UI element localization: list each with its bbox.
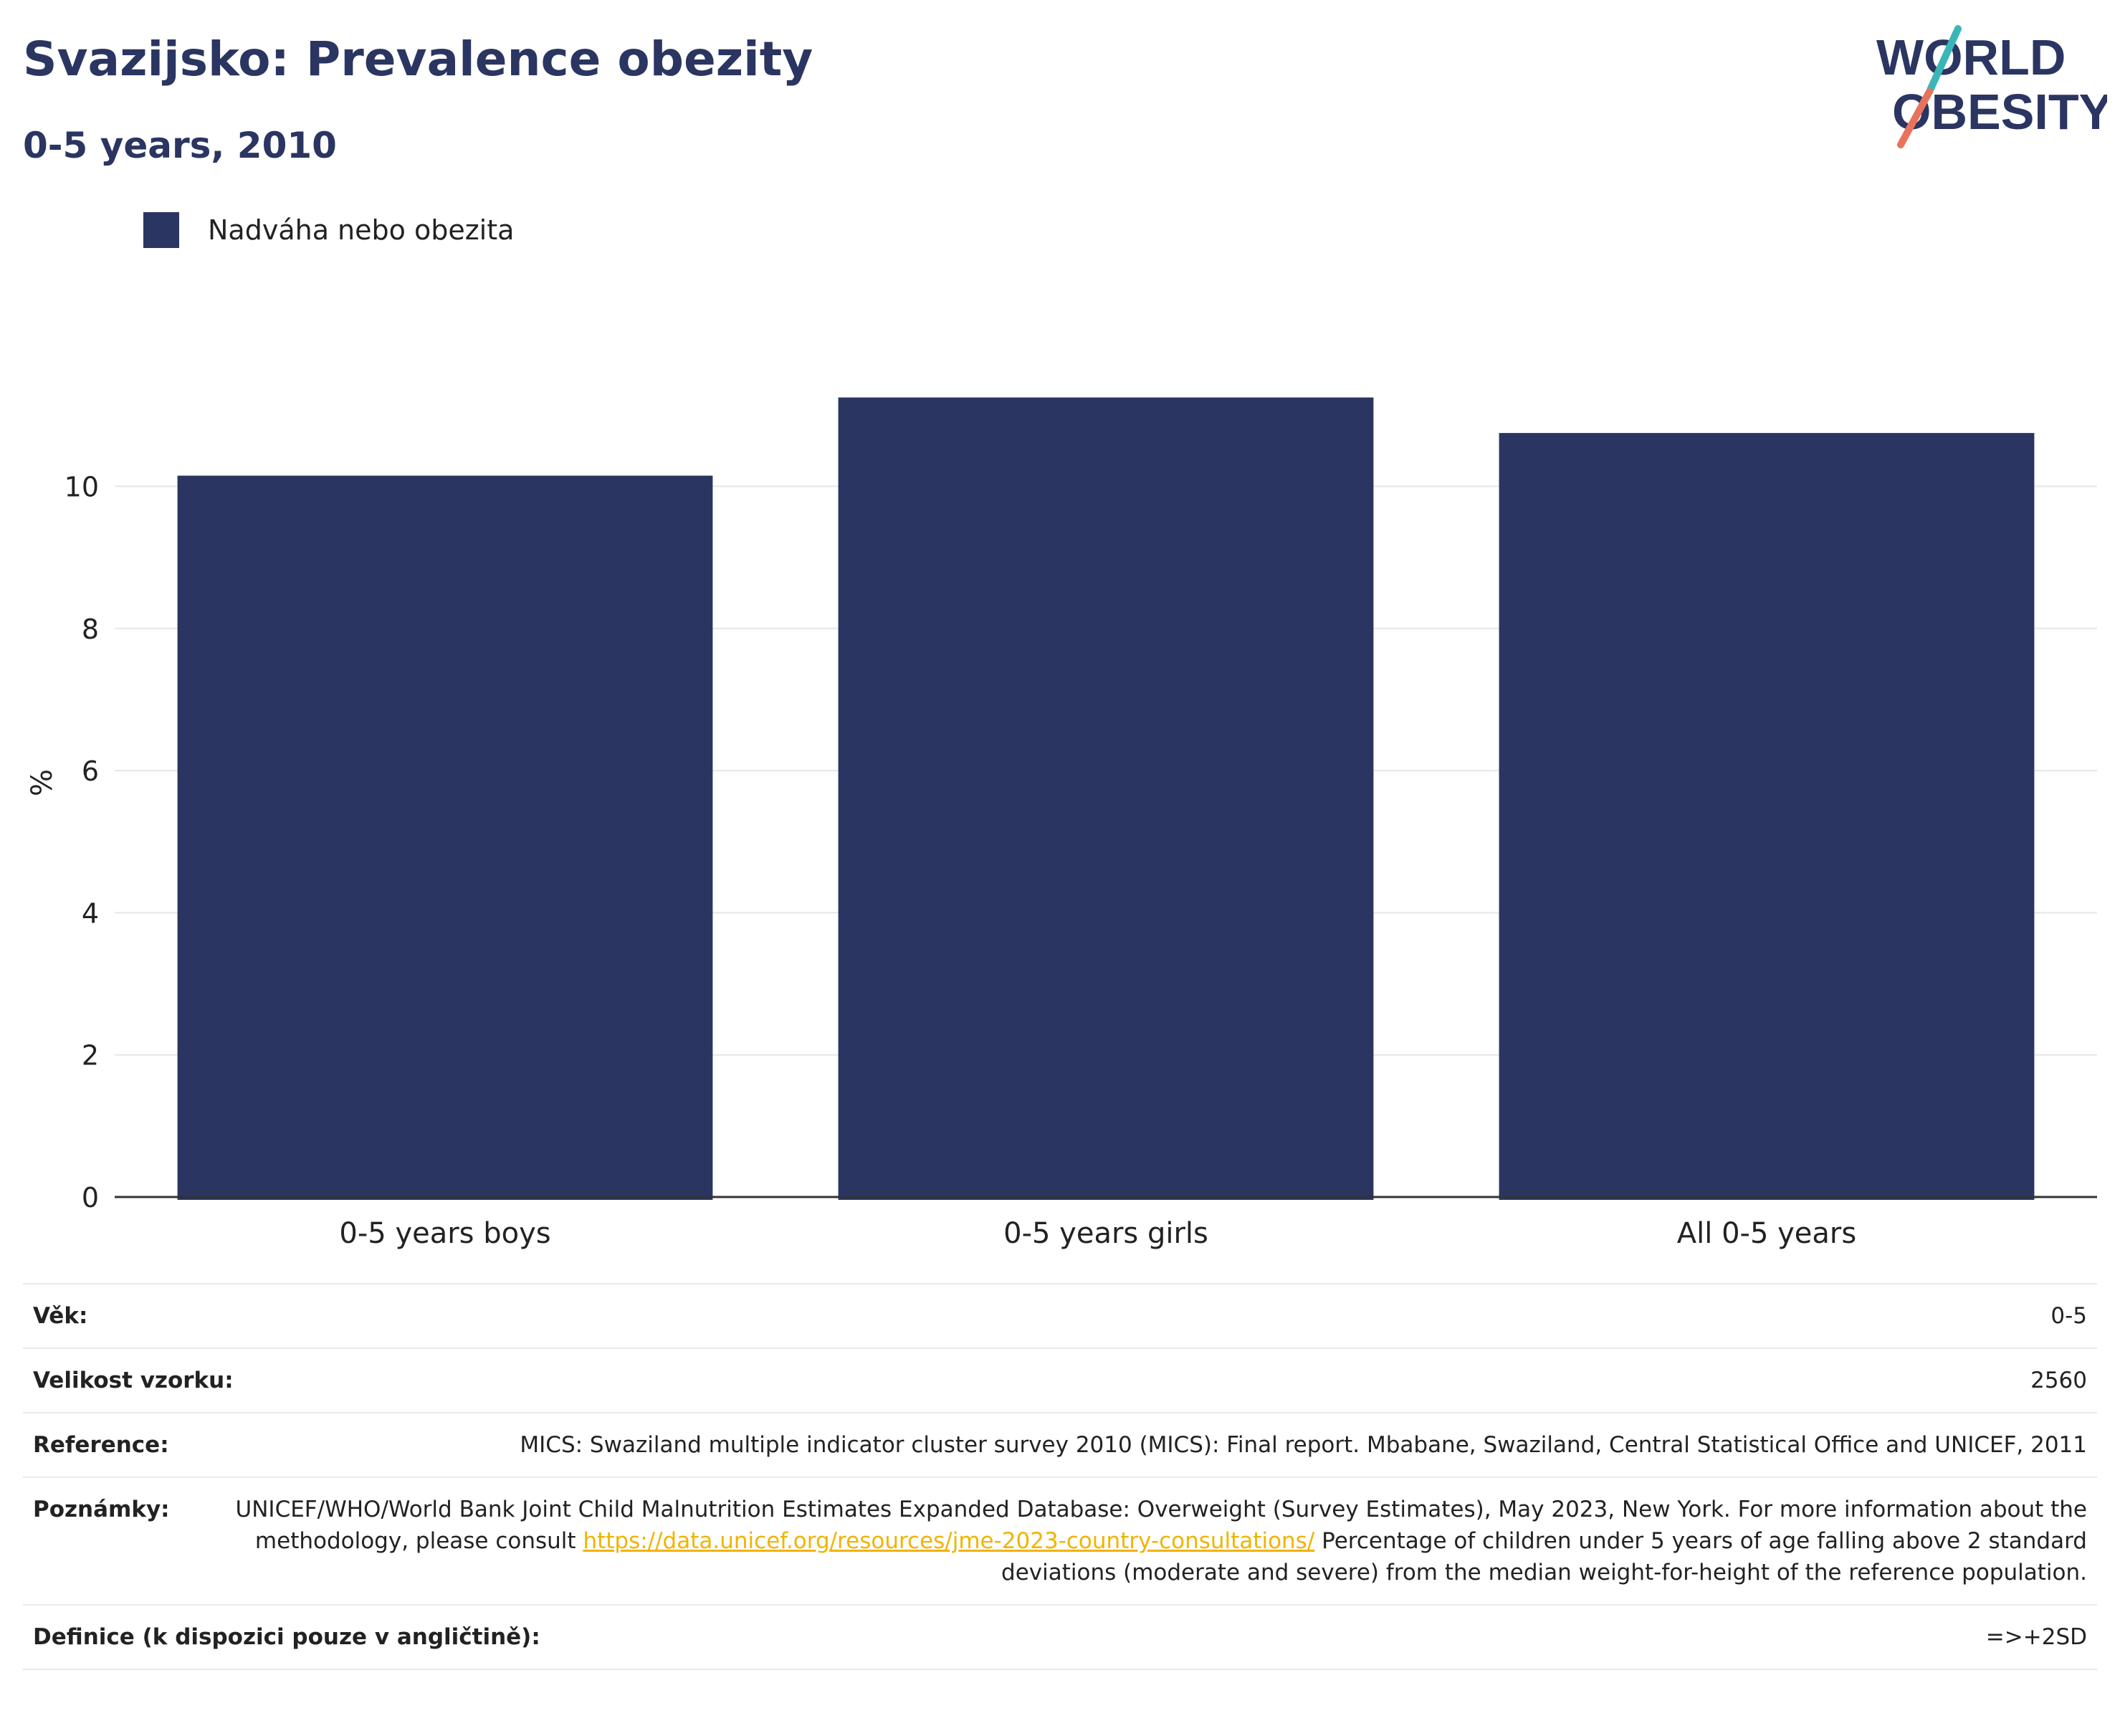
world-obesity-logo: WORLD OBESITY — [1876, 25, 2107, 148]
y-tick-label: 8 — [82, 614, 99, 645]
y-tick-label: 0 — [82, 1182, 99, 1213]
logo-slash-coral — [1897, 88, 1933, 148]
info-value-notes: UNICEF/WHO/World Bank Joint Child Malnut… — [213, 1494, 2087, 1588]
bars — [177, 397, 2035, 1201]
info-row-age: Věk: 0-5 — [23, 1284, 2097, 1349]
bar-chart: 0 2 4 6 8 10 0-5 years boys 0-5 years girls All… — [26, 397, 2097, 1250]
info-value-definition: =>+2SD — [1985, 1624, 2087, 1650]
info-value-sample: 2560 — [2030, 1368, 2087, 1393]
info-label-age: Věk: — [33, 1303, 88, 1329]
chart-legend: Nadváha nebo obezita — [143, 212, 514, 248]
bar-1 — [838, 397, 1374, 1200]
legend-swatch — [143, 212, 179, 248]
info-label-reference: Reference: — [33, 1432, 169, 1458]
bar-0 — [177, 475, 713, 1200]
info-row-notes: Poznámky: UNICEF/WHO/World Bank Joint Ch… — [23, 1478, 2097, 1606]
logo-line1: WORLD — [1876, 29, 2066, 85]
logo-slash-teal — [1926, 25, 1962, 95]
y-axis-label: % — [26, 769, 59, 796]
bar-2 — [1499, 433, 2035, 1201]
notes-text-before: UNICEF/WHO/World Bank Joint Child Malnut… — [235, 1497, 2087, 1554]
notes-methodology-link[interactable]: https://data.unicef.org/resources/jme-20… — [583, 1528, 1315, 1554]
info-row-definition: Definice (k dispozici pouze v angličtině… — [23, 1606, 2097, 1670]
info-table: Věk: 0-5 Velikost vzorku: 2560 Reference… — [23, 1283, 2097, 1670]
x-tick-labels: 0-5 years boys 0-5 years girls All 0-5 yea… — [339, 1217, 1856, 1250]
x-tick-label: All 0-5 years — [1677, 1217, 1856, 1250]
x-tick-label: 0-5 years girls — [1003, 1217, 1208, 1250]
y-tick-labels: 0 2 4 6 8 10 — [65, 471, 99, 1213]
info-label-definition: Definice (k dispozici pouze v angličtině… — [33, 1624, 540, 1650]
x-tick-label: 0-5 years boys — [339, 1217, 550, 1250]
y-tick-label: 4 — [82, 897, 99, 929]
y-tick-label: 6 — [82, 755, 99, 787]
info-value-reference: MICS: Swaziland multiple indicator clust… — [520, 1432, 2087, 1458]
y-tick-label: 10 — [65, 471, 99, 502]
page-subtitle: 0-5 years, 2010 — [23, 125, 337, 166]
info-row-reference: Reference: MICS: Swaziland multiple indi… — [23, 1413, 2097, 1478]
page-title: Svazijsko: Prevalence obezity — [23, 32, 813, 87]
info-row-sample: Velikost vzorku: 2560 — [23, 1349, 2097, 1413]
info-value-age: 0-5 — [2050, 1303, 2087, 1329]
notes-text-after: Percentage of children under 5 years of … — [1001, 1528, 2087, 1585]
legend-label: Nadváha nebo obezita — [208, 214, 515, 246]
info-label-notes: Poznámky: — [33, 1497, 170, 1522]
info-label-sample: Velikost vzorku: — [33, 1368, 234, 1393]
y-tick-label: 2 — [82, 1040, 99, 1072]
